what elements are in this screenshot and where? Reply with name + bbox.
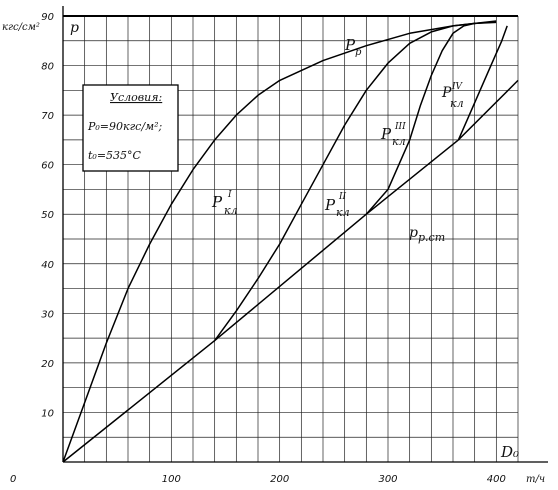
svg-text:P: P — [441, 85, 452, 101]
conditions-line1: P₀=90кгс/м²; — [87, 120, 163, 133]
y-tick-label: 90 — [41, 12, 54, 23]
svg-text:P: P — [324, 196, 336, 214]
svg-text:кл: кл — [224, 204, 238, 217]
y-axis-unit: кгс/см² — [2, 22, 40, 33]
conditions-line2: t₀=535°C — [88, 149, 142, 162]
y-tick-label: 70 — [41, 111, 54, 122]
svg-text:р.ст: р.ст — [418, 231, 445, 244]
x-tick-label: 200 — [270, 474, 289, 485]
label-pkl-3: P III кл — [380, 122, 406, 148]
svg-text:I: I — [227, 190, 232, 200]
series-line-1 — [62, 20, 497, 463]
tick-labels: 0 100 200 300 400 10 20 30 40 50 60 70 80 90 — [10, 12, 506, 485]
x-axis-unit: т/ч — [526, 474, 545, 485]
svg-text:P: P — [344, 36, 356, 54]
grid — [63, 15, 519, 462]
series-line-4 — [457, 25, 508, 141]
x-tick-label: 100 — [162, 474, 181, 485]
svg-text:кл: кл — [392, 135, 406, 148]
y-tick-label: 10 — [41, 408, 54, 419]
series-line-5 — [62, 79, 519, 463]
conditions-box: Условия: P₀=90кгс/м²; t₀=535°C — [82, 84, 179, 172]
svg-text:р: р — [355, 47, 362, 58]
label-pp-cm: p р.ст — [409, 225, 445, 244]
y-tick-label: 60 — [41, 161, 54, 172]
y-tick-label: 20 — [41, 359, 54, 370]
label-pkl-2: P II кл — [324, 192, 350, 219]
svg-text:p: p — [409, 225, 418, 241]
axes — [62, 6, 548, 463]
label-pkl-1: P I кл — [211, 190, 238, 217]
y-tick-label: 50 — [41, 210, 54, 221]
svg-text:IV: IV — [451, 82, 464, 92]
y-tick-label: 40 — [41, 260, 54, 271]
y-tick-label: 80 — [41, 62, 54, 73]
x-tick-label: 300 — [378, 474, 397, 485]
y-axis-label: p — [70, 20, 79, 36]
svg-text:P: P — [380, 125, 392, 143]
label-pp: P р — [344, 36, 362, 58]
svg-text:II: II — [338, 192, 347, 202]
x-tick-label: 400 — [487, 474, 506, 485]
conditions-title: Условия: — [110, 91, 162, 104]
curves — [62, 15, 519, 463]
svg-text:P: P — [211, 193, 223, 211]
y-tick-label: 30 — [41, 309, 54, 320]
svg-text:кл: кл — [450, 97, 464, 110]
x-tick-label: 0 — [10, 474, 16, 485]
svg-text:кл: кл — [336, 206, 350, 219]
svg-text:III: III — [394, 122, 406, 132]
label-pkl-4: P IV кл — [441, 82, 464, 110]
series-line-3 — [365, 21, 497, 215]
x-axis-label: D₀ — [500, 443, 519, 461]
series-line-2 — [214, 21, 497, 342]
